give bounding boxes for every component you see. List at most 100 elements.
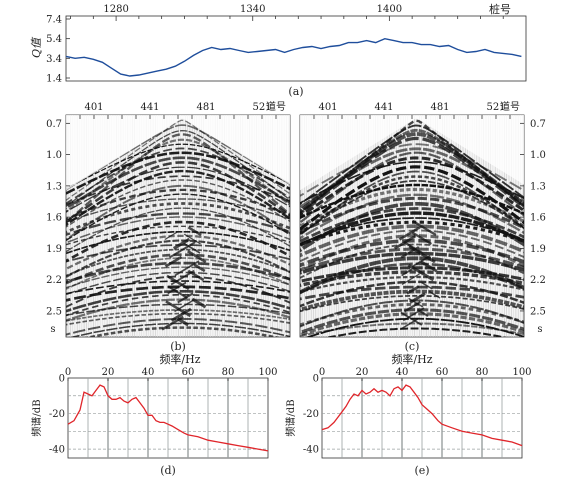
reflection-event	[300, 180, 524, 236]
reflection-event	[84, 326, 281, 337]
reflection-event	[66, 271, 290, 296]
dipping-event	[411, 231, 432, 245]
reflection-event	[66, 198, 290, 223]
reflection-event	[300, 207, 524, 243]
dipping-event	[406, 285, 420, 295]
seismic-image-compensated	[300, 115, 524, 337]
reflection-event	[300, 262, 524, 295]
reflection-event	[66, 275, 290, 308]
panel-c-time-unit: s	[537, 324, 542, 335]
reflection-event	[300, 183, 524, 220]
dipping-event	[421, 281, 433, 290]
panel-a-y-axis-label: Q值	[30, 36, 43, 58]
seismic-mute-zone	[66, 115, 290, 191]
reflection-event	[66, 293, 290, 317]
reflection-event	[66, 188, 290, 221]
panel-d-spectrum: 频率/Hz 0 20 40 60 80 100 0 -20 -40 频谱/dB (d)	[30, 352, 278, 477]
panel-e-spectrum: 频率/Hz 0 20 40 60 80 100 0 -20 -40 频谱/dB (e)	[284, 352, 532, 477]
trace-tick-label: 521	[486, 102, 505, 113]
reflection-event	[66, 225, 290, 246]
dipping-event	[420, 260, 438, 273]
reflection-event	[66, 303, 290, 317]
reflection-event	[66, 290, 290, 313]
dipping-event	[407, 263, 435, 282]
spectrum-x-tick-label: 60	[182, 367, 195, 378]
seismic-mute-zone	[300, 115, 524, 191]
panel-e-caption: (e)	[414, 464, 429, 477]
spectrum-x-tick-label: 100	[512, 367, 531, 378]
reflection-event	[66, 161, 290, 224]
trace-tick-label: 481	[430, 102, 449, 113]
dipping-event	[401, 268, 413, 277]
reflection-event	[66, 266, 290, 289]
spectrum-x-tick-label: 0	[319, 367, 325, 378]
dipping-event	[167, 285, 188, 299]
panel-a-y-tick-label: 3.4	[46, 54, 62, 65]
spectrum-x-tick-label: 60	[436, 367, 449, 378]
panel-e-x-axis-label: 频率/Hz	[391, 352, 432, 366]
reflection-event	[66, 166, 290, 213]
reflection-event	[325, 327, 508, 337]
dipping-event	[173, 237, 191, 250]
reflection-event	[66, 212, 290, 236]
time-tick-label: 1.9	[530, 244, 546, 255]
dipping-event	[412, 219, 437, 236]
panel-a-y-tick-label: 5.4	[46, 34, 62, 45]
panel-a-q-curve: 1280 1340 1400 桩号 Q值 7.4 5.4 3.4 1.4 (a)	[30, 2, 527, 98]
time-tick-label: 0.7	[530, 119, 546, 130]
spectrum-y-tick-label: -20	[49, 409, 65, 420]
reflection-event	[300, 132, 524, 214]
reflection-event	[300, 217, 524, 245]
time-tick-label: 1.3	[530, 181, 546, 192]
dipping-event	[170, 307, 192, 322]
time-tick-label: 1.9	[46, 244, 62, 255]
dipping-event	[402, 307, 425, 322]
dipping-event	[399, 318, 419, 331]
dipping-event	[187, 250, 207, 264]
spectrum-curve-d	[67, 384, 269, 452]
reflection-event	[300, 143, 524, 197]
trace-tick-label: 521	[252, 102, 271, 113]
spectrum-y-tick-label: 0	[59, 374, 65, 385]
spectrum-x-tick-label: 80	[476, 367, 489, 378]
time-tick-label: 1.0	[46, 150, 62, 161]
dipping-event	[166, 274, 190, 291]
spectrum-y-tick-label: -40	[303, 445, 319, 456]
panel-d-y-axis-label: 频谱/dB	[30, 399, 43, 436]
dipping-event	[398, 225, 423, 241]
dipping-event	[193, 263, 206, 273]
dipping-event	[401, 273, 420, 286]
dipping-event	[177, 292, 194, 304]
spectrum-y-tick-label: -20	[303, 409, 319, 420]
dipping-event	[161, 315, 184, 331]
spectrum-x-tick-label: 20	[102, 367, 115, 378]
reflection-event	[300, 193, 524, 240]
reflection-event	[300, 247, 524, 272]
reflection-event	[300, 156, 524, 219]
panel-a-top-axis-label: 桩号	[489, 2, 511, 16]
dipping-event	[408, 297, 424, 308]
panel-b-trace-axis-label: 道号	[266, 100, 286, 113]
reflection-event	[66, 253, 290, 285]
dipping-event	[187, 226, 202, 237]
reflection-event	[66, 179, 290, 228]
spectrum-x-tick-label: 20	[356, 367, 369, 378]
dipping-event	[167, 281, 187, 295]
reflection-event	[300, 251, 524, 275]
reflection-event	[66, 193, 290, 242]
reflection-event	[66, 202, 290, 234]
reflection-event	[66, 239, 290, 279]
reflection-event	[300, 136, 524, 217]
reflection-event	[300, 151, 524, 225]
reflection-event	[66, 133, 290, 224]
panel-c-caption: (c)	[405, 340, 420, 353]
dipping-event	[403, 300, 421, 313]
dipping-event	[174, 260, 200, 277]
reflection-event	[300, 270, 524, 288]
reflection-event	[300, 289, 524, 312]
reflection-event	[300, 238, 524, 268]
reflection-event	[66, 261, 290, 284]
dipping-event	[168, 241, 196, 259]
time-tick-label: 2.5	[530, 306, 546, 317]
